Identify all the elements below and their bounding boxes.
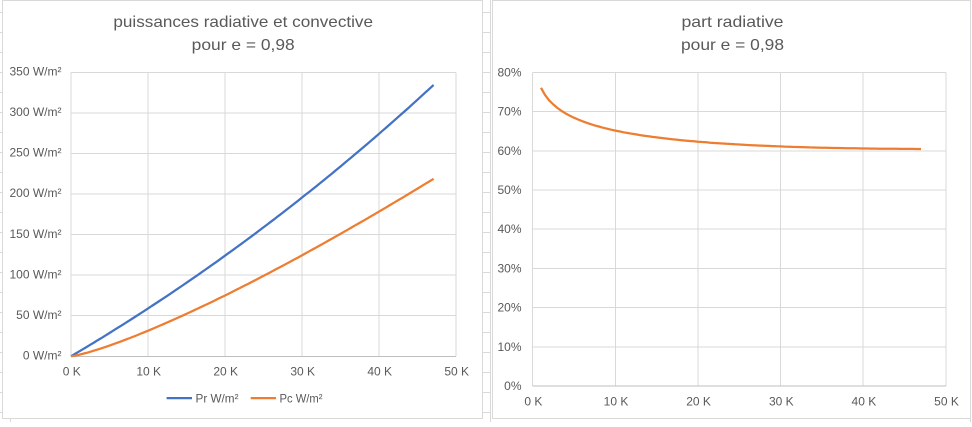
svg-text:100 W/m²: 100 W/m² (9, 267, 61, 281)
svg-text:0%: 0% (504, 379, 522, 393)
svg-text:60%: 60% (497, 144, 521, 158)
svg-text:30%: 30% (497, 262, 521, 276)
svg-text:50 W/m²: 50 W/m² (16, 308, 61, 322)
svg-text:puissances radiative et convec: puissances radiative et convective (113, 14, 373, 31)
svg-text:20 K: 20 K (686, 394, 711, 408)
svg-text:80%: 80% (497, 65, 521, 79)
svg-text:50 K: 50 K (934, 394, 959, 408)
svg-text:50 K: 50 K (444, 365, 469, 379)
svg-text:0 K: 0 K (63, 365, 81, 379)
svg-text:Pc W/m²: Pc W/m² (280, 391, 323, 405)
svg-text:10%: 10% (497, 340, 521, 354)
svg-text:0 W/m²: 0 W/m² (23, 349, 62, 363)
svg-text:0 K: 0 K (524, 394, 542, 408)
svg-text:70%: 70% (497, 105, 521, 119)
svg-text:300 W/m²: 300 W/m² (9, 105, 61, 119)
svg-text:pour e = 0,98: pour e = 0,98 (681, 37, 784, 54)
svg-text:250 W/m²: 250 W/m² (9, 146, 61, 160)
svg-text:200 W/m²: 200 W/m² (9, 186, 61, 200)
svg-text:40 K: 40 K (852, 394, 877, 408)
svg-text:20 K: 20 K (213, 365, 238, 379)
svg-text:30 K: 30 K (769, 394, 794, 408)
svg-text:10 K: 10 K (604, 394, 629, 408)
svg-text:40%: 40% (497, 222, 521, 236)
svg-text:10 K: 10 K (136, 365, 161, 379)
svg-text:30 K: 30 K (290, 365, 315, 379)
svg-text:pour e = 0,98: pour e = 0,98 (192, 37, 295, 54)
svg-text:150 W/m²: 150 W/m² (9, 227, 61, 241)
svg-text:Pr W/m²: Pr W/m² (196, 391, 239, 405)
svg-text:20%: 20% (497, 301, 521, 315)
svg-text:350 W/m²: 350 W/m² (9, 65, 61, 79)
svg-text:part radiative: part radiative (682, 14, 784, 31)
svg-text:50%: 50% (497, 183, 521, 197)
svg-text:40 K: 40 K (367, 365, 392, 379)
